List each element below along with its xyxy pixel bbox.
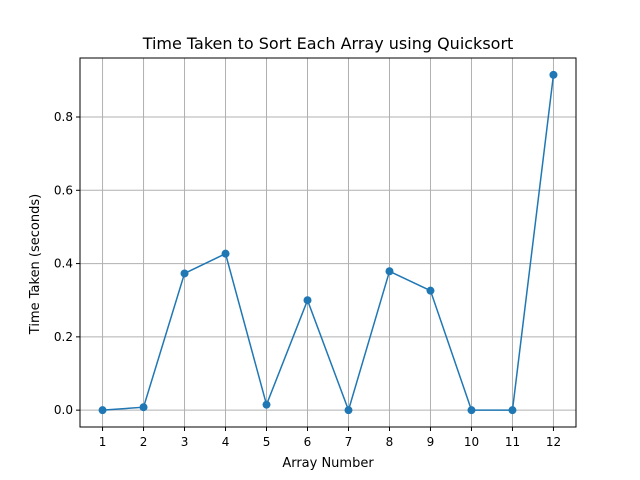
x-tick-label: 10 [464,435,479,449]
data-point [549,70,558,79]
y-tick-label: 0.2 [54,330,73,344]
y-tick-label: 0.4 [54,257,73,271]
data-point [221,249,230,258]
data-point [139,403,148,412]
data-point [262,400,271,409]
x-tick-label: 5 [263,435,271,449]
y-tick-label: 0.0 [54,403,73,417]
series-line [102,74,555,413]
x-tick-label: 6 [304,435,312,449]
y-tick-label: 0.8 [54,110,73,124]
x-tick-label: 2 [140,435,148,449]
x-tick-label: 12 [546,435,561,449]
series [98,70,558,415]
y-axis-label: Time Taken (seconds) [28,194,43,335]
data-point [98,406,107,415]
plot-frame [79,57,577,428]
x-tick-label: 1 [99,435,107,449]
data-point [467,406,476,415]
y-tick-label: 0.6 [54,183,73,197]
data-point [344,406,353,415]
data-point [180,269,189,278]
data-point [385,267,394,276]
ticks: 1 2 3 4 5 6 7 8 9 10 11 120.00.20.40.60.8 [54,110,561,449]
x-tick-label: 4 [222,435,230,449]
chart-title: Time Taken to Sort Each Array using Quic… [142,34,514,53]
x-tick-label: 8 [386,435,394,449]
data-point [426,286,435,295]
x-tick-label: 3 [181,435,189,449]
x-tick-label: 7 [345,435,353,449]
x-axis-label: Array Number [282,456,374,471]
data-point [508,406,517,415]
x-tick-label: 11 [505,435,520,449]
x-tick-label: 9 [427,435,435,449]
data-point [303,296,312,305]
